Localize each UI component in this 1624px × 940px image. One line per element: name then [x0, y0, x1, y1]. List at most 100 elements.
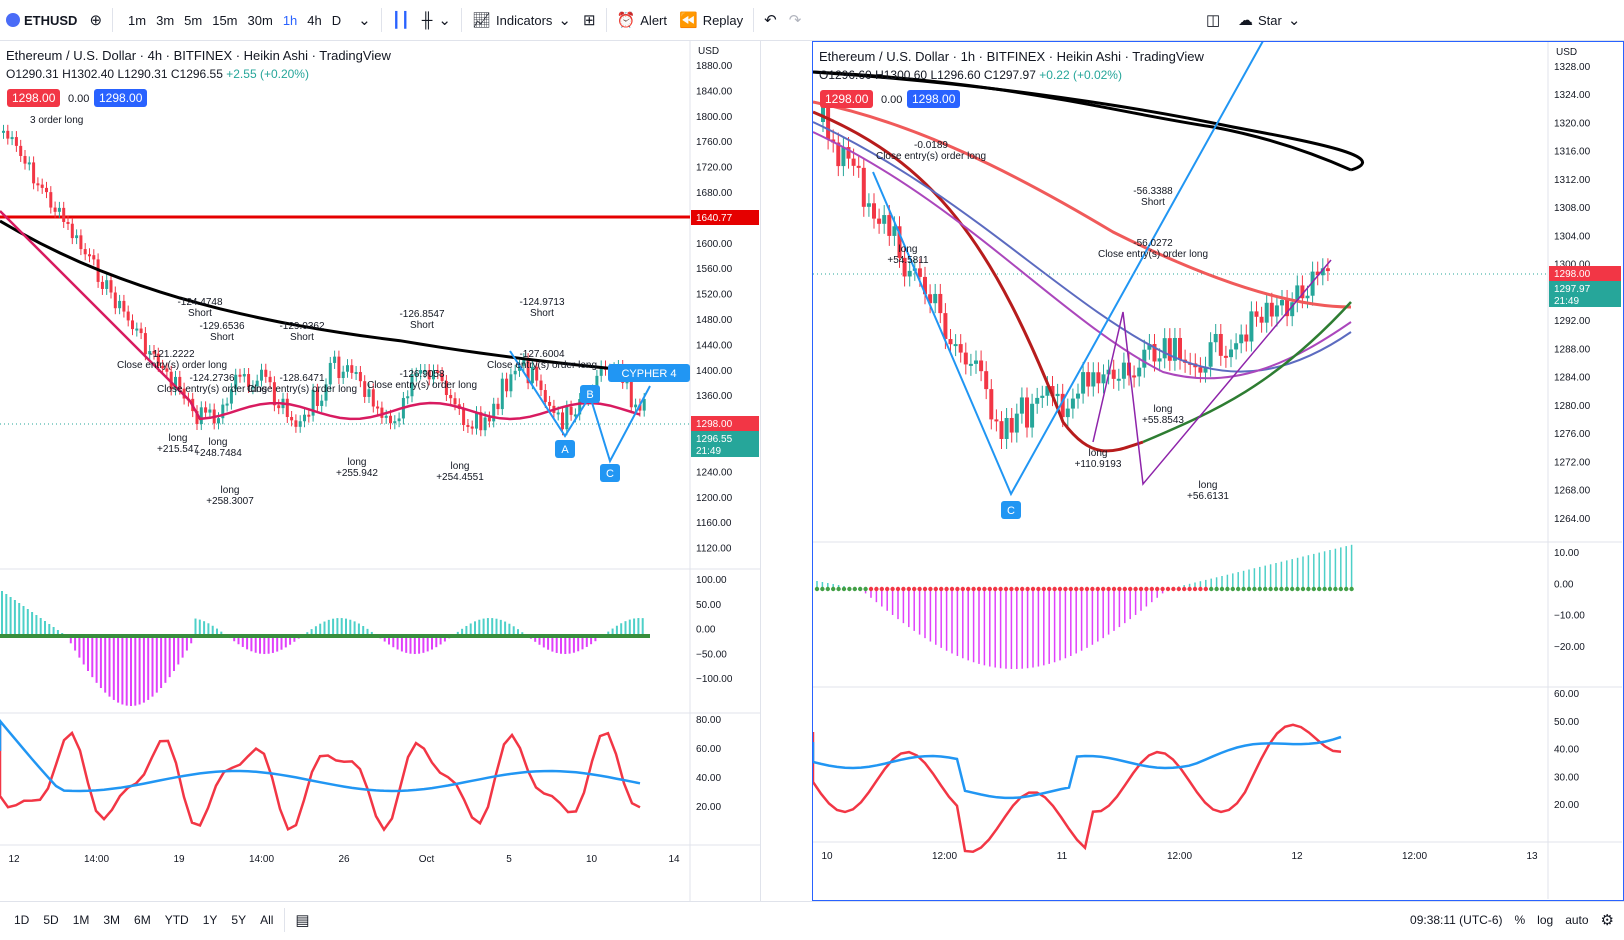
left-trade-annotation: -121.2222 — [149, 349, 194, 360]
left-candle — [294, 420, 298, 427]
interval-30m[interactable]: 30m — [247, 12, 273, 28]
interval-3m[interactable]: 3m — [156, 12, 175, 28]
left-candle — [298, 421, 302, 427]
undo-button[interactable]: ↶ — [758, 0, 783, 41]
left-buy-price[interactable]: 1298.00 — [94, 89, 148, 107]
left-candle — [105, 280, 109, 289]
range-ytd[interactable]: YTD — [164, 912, 189, 927]
right-candle — [1167, 338, 1172, 361]
range-3m[interactable]: 3M — [103, 912, 121, 927]
replay-button[interactable]: ⏪ Replay — [673, 0, 749, 41]
right-buy-price[interactable]: 1298.00 — [907, 90, 961, 108]
range-1y[interactable]: 1Y — [202, 912, 218, 927]
left-trade-annotation: -128.6471 — [279, 373, 324, 384]
layout-button[interactable]: ◫ — [1200, 0, 1226, 41]
right-macd-dot — [1257, 586, 1262, 592]
right-candle — [1244, 334, 1249, 342]
right-macd-dot — [825, 586, 830, 592]
log-toggle[interactable]: log — [1537, 913, 1554, 927]
alert-button[interactable]: ⏰ Alert — [611, 0, 673, 41]
right-rsi-blue-line — [811, 735, 1342, 800]
left-candle — [573, 414, 577, 417]
left-candle — [432, 370, 435, 380]
interval-1h[interactable]: 1h — [282, 12, 298, 28]
range-5d[interactable]: 5D — [43, 912, 59, 927]
left-candle — [221, 404, 225, 419]
right-rsi-tick: 40.00 — [1554, 745, 1579, 756]
right-rsi-tick: 50.00 — [1554, 717, 1579, 728]
right-candle — [1269, 302, 1274, 317]
redo-button[interactable]: ↷ — [783, 0, 808, 41]
interval-15m[interactable]: 15m — [212, 12, 238, 28]
right-macd-dot — [836, 586, 841, 592]
left-sell-price[interactable]: 1298.00 — [7, 89, 61, 107]
right-candle — [1101, 374, 1106, 384]
templates-button[interactable]: ⊞ — [577, 0, 602, 41]
left-candle — [14, 137, 18, 146]
percent-toggle[interactable]: % — [1514, 913, 1526, 927]
left-candle — [475, 412, 478, 429]
goto-date-button[interactable]: ▤ — [289, 899, 315, 940]
right-chart-canvas[interactable]: USD1328.001324.001320.001316.001312.0013… — [811, 31, 1622, 899]
left-countdown: 21:49 — [696, 446, 721, 457]
range-6m[interactable]: 6M — [134, 912, 151, 927]
right-candle — [1091, 372, 1096, 387]
right-macd-dot — [1333, 586, 1338, 592]
left-price-label: 1298.00 — [696, 419, 733, 430]
interval-5m[interactable]: 5m — [184, 12, 203, 28]
left-candle — [389, 415, 392, 424]
right-spread: 0.00 — [881, 94, 903, 106]
symbol-search[interactable]: ETHUSD — [0, 0, 83, 41]
right-pattern-point-bg — [1001, 501, 1021, 519]
left-chart-canvas[interactable]: USD 1880.00 1840.00 1800.00 1760.00 1720.00 16… — [0, 41, 760, 901]
left-chart-pane[interactable]: USD 1880.00 1840.00 1800.00 1760.00 1720.00 16… — [0, 41, 760, 901]
compare-button[interactable]: ⊕ — [83, 0, 108, 41]
right-chart-pane[interactable]: USD 1328.00 1324.00 1320.00 1316.00 1312.00 13… — [811, 31, 1624, 901]
right-macd-dot — [1327, 586, 1333, 592]
indicators-button[interactable]: 📈︎ Indicators ⌄ — [466, 0, 577, 41]
pane-divider[interactable] — [760, 41, 812, 901]
left-candle — [638, 404, 642, 411]
right-macd-dot — [1214, 586, 1219, 592]
right-candle — [1213, 333, 1218, 343]
right-candle — [866, 203, 871, 207]
right-macd-dot — [901, 586, 906, 592]
interval-4h[interactable]: 4h — [307, 12, 322, 28]
auto-toggle[interactable]: auto — [1565, 913, 1589, 927]
right-macd-dot — [1063, 586, 1068, 592]
right-macd-dot — [1263, 586, 1268, 592]
left-pattern-point-bg — [600, 464, 620, 482]
bar-style-button[interactable]: ┃┃ — [386, 0, 416, 41]
left-price-tick: 1200.00 — [696, 493, 733, 504]
range-all[interactable]: All — [260, 912, 274, 927]
right-price-tick: 1288.00 — [1554, 344, 1591, 355]
star-button[interactable]: ☁ Star ⌄ — [1232, 0, 1306, 41]
range-1m[interactable]: 1M — [72, 912, 90, 927]
redo-icon: ↷ — [788, 12, 802, 29]
left-candle — [539, 380, 543, 391]
left-candle — [500, 378, 504, 410]
left-price-tick: 1120.00 — [696, 544, 732, 555]
interval-dropdown[interactable]: ⌄ — [352, 0, 377, 41]
right-macd-dot — [1344, 586, 1349, 592]
left-candle — [229, 389, 233, 404]
right-macd-dot — [1203, 586, 1208, 592]
left-trade-annotation-detail: Close entry(s) order long — [157, 384, 267, 395]
interval-d[interactable]: D — [331, 12, 342, 28]
right-macd-dot — [1160, 586, 1165, 592]
interval-1m[interactable]: 1m — [128, 12, 147, 28]
range-1d[interactable]: 1D — [14, 912, 30, 927]
symbol-label: ETHUSD — [24, 12, 78, 28]
right-candle — [1315, 271, 1320, 276]
right-sell-price[interactable]: 1298.00 — [820, 90, 874, 108]
left-price-tick: 1480.00 — [696, 315, 733, 326]
candle-style-button[interactable]: ╫ ⌄ — [416, 0, 457, 41]
right-candle — [1060, 393, 1065, 418]
right-price-label: 1298.00 — [1554, 269, 1591, 280]
right-price-tick: 1324.00 — [1554, 90, 1591, 101]
settings-icon[interactable]: ⚙ — [1600, 912, 1614, 929]
right-trade-annotation-detail: +54.5811 — [887, 255, 929, 266]
right-last-price-bg — [1549, 281, 1621, 307]
range-5y[interactable]: 5Y — [231, 912, 247, 927]
right-candle — [856, 165, 861, 168]
